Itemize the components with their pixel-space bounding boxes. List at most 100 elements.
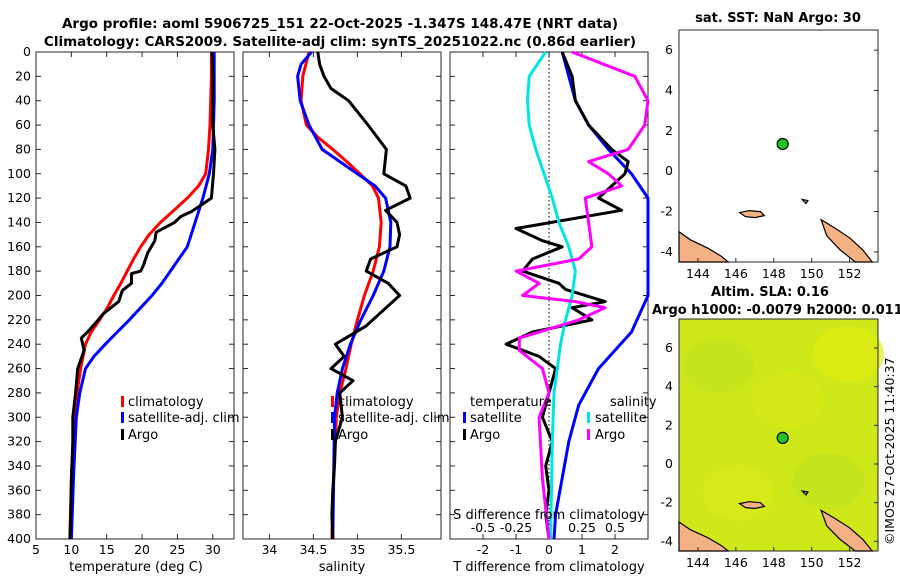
sst-map-panel: 144 146 148 150 152 -4 -2 0 2 4 6 bbox=[661, 29, 879, 281]
y-tick-label: 6 bbox=[665, 340, 673, 355]
x-tick-label: 5 bbox=[32, 542, 40, 557]
x-tick-label: 34 bbox=[261, 542, 277, 557]
x-tick-label: 2 bbox=[611, 542, 619, 557]
series-line-argo bbox=[316, 51, 412, 540]
y-tick-label: -4 bbox=[661, 244, 674, 259]
series-line-temperature-argo bbox=[504, 51, 630, 540]
difference-panel: -2 -1 0 1 2-0.5 -0.25 0 0.25 0.5 bbox=[449, 50, 650, 557]
depth-tick-label: 400 bbox=[7, 531, 31, 546]
argo-position-marker bbox=[776, 431, 789, 444]
salinity-panel: 34 34.5 35 35.5 bbox=[242, 51, 442, 557]
depth-tick-label: 220 bbox=[7, 312, 31, 327]
sst-map-title: sat. SST: NaN Argo: 30 bbox=[695, 11, 861, 26]
legend-swatch bbox=[587, 412, 590, 423]
legend-title: salinity bbox=[610, 395, 657, 410]
depth-tick-label: 260 bbox=[7, 361, 31, 376]
difference-legend: temperature salinity satellite Argo sate… bbox=[470, 395, 657, 443]
x-tick-label: 148 bbox=[762, 555, 786, 570]
depth-tick-label: 360 bbox=[7, 482, 31, 497]
x-tick-label: 15 bbox=[99, 542, 115, 557]
legend-label: satellite-adj. clim bbox=[128, 411, 240, 426]
land-manus bbox=[738, 209, 766, 219]
y-tick-label: 4 bbox=[665, 83, 673, 98]
y-tick-label: -2 bbox=[661, 495, 673, 510]
x-tick-label: 144 bbox=[686, 555, 710, 570]
depth-tick-label: 60 bbox=[15, 117, 31, 132]
depth-tick-label: 380 bbox=[7, 507, 31, 522]
legend-swatch bbox=[121, 396, 124, 407]
difference-top-xlabel: S difference from climatology bbox=[453, 508, 645, 523]
depth-tick-label: 300 bbox=[7, 409, 31, 424]
y-tick-label: 6 bbox=[665, 42, 673, 57]
legend-swatch bbox=[463, 429, 466, 440]
y-tick-label: 0 bbox=[665, 456, 673, 471]
land-new-ireland bbox=[819, 218, 874, 263]
land-islet bbox=[800, 198, 809, 205]
x-tick-label: 25 bbox=[169, 542, 185, 557]
y-tick-label: 2 bbox=[665, 417, 673, 432]
land-manus bbox=[738, 501, 766, 510]
x-tick-label: 35 bbox=[349, 542, 365, 557]
x-tick-label: -1 bbox=[510, 542, 522, 557]
x-tick-label: 146 bbox=[724, 555, 748, 570]
depth-tick-label: 0 bbox=[23, 44, 31, 59]
land-mainland bbox=[678, 520, 731, 552]
land-islet bbox=[800, 490, 809, 496]
depth-tick-label: 140 bbox=[7, 214, 31, 229]
series-line-climatology bbox=[68, 52, 213, 540]
x-tick-label: 150 bbox=[800, 555, 824, 570]
sla-patch bbox=[702, 465, 775, 521]
x-tick-label: -2 bbox=[477, 542, 489, 557]
x-tick-label: 152 bbox=[838, 555, 862, 570]
legend-swatch bbox=[331, 396, 334, 407]
argo-position-marker bbox=[776, 137, 789, 151]
depth-tick-label: 120 bbox=[7, 190, 31, 205]
x-tick-label: 150 bbox=[800, 266, 824, 281]
s-diff-tick-label: 0.5 bbox=[605, 520, 625, 535]
salinity-xlabel: salinity bbox=[319, 560, 366, 575]
x-tick-label: 144 bbox=[686, 266, 710, 281]
x-tick-label: 0 bbox=[545, 542, 553, 557]
plot-area bbox=[242, 51, 442, 540]
y-tick-label: 0 bbox=[665, 163, 673, 178]
legend-title: temperature bbox=[470, 395, 552, 410]
x-tick-label: 146 bbox=[724, 266, 748, 281]
salinity-legend: climatology satellite-adj. clim Argo bbox=[338, 395, 450, 443]
legend-label: climatology bbox=[338, 395, 414, 410]
x-tick-label: 10 bbox=[63, 542, 79, 557]
y-tick-label: -4 bbox=[661, 533, 674, 548]
x-tick-label: 20 bbox=[134, 542, 150, 557]
temperature-legend: climatology satellite-adj. clim Argo bbox=[128, 395, 240, 443]
map-frame bbox=[678, 318, 879, 552]
sla-map-title: Altim. SLA: 0.16 bbox=[711, 285, 829, 300]
legend-label: satellite bbox=[595, 411, 647, 426]
sla-patch bbox=[812, 325, 884, 382]
depth-tick-label: 340 bbox=[7, 458, 31, 473]
depth-tick-label: 20 bbox=[15, 68, 31, 83]
depth-tick-label: 80 bbox=[15, 141, 31, 156]
y-tick-label: -2 bbox=[661, 204, 673, 219]
depth-tick-label: 200 bbox=[7, 288, 31, 303]
s-diff-tick-label: 0.25 bbox=[568, 520, 596, 535]
legend-label: climatology bbox=[128, 395, 204, 410]
sla-patch bbox=[792, 453, 865, 510]
series-line-salinity-argo bbox=[514, 50, 650, 540]
legend-swatch bbox=[121, 412, 124, 423]
x-tick-label: 34.5 bbox=[299, 542, 327, 557]
x-tick-label: 152 bbox=[838, 266, 862, 281]
sla-patch bbox=[752, 372, 825, 429]
y-tick-label: 4 bbox=[665, 379, 673, 394]
temperature-xlabel: temperature (deg C) bbox=[69, 560, 203, 575]
x-tick-label: 35.5 bbox=[387, 542, 415, 557]
legend-label: Argo bbox=[595, 428, 625, 443]
depth-tick-label: 100 bbox=[7, 166, 31, 181]
depth-tick-label: 320 bbox=[7, 434, 31, 449]
y-tick-label: 2 bbox=[665, 123, 673, 138]
legend-label: Argo bbox=[128, 428, 158, 443]
imos-watermark: ©IMOS 27-Oct-2025 11:40:37 bbox=[882, 357, 897, 545]
legend-swatch bbox=[121, 429, 124, 440]
x-tick-label: 148 bbox=[762, 266, 786, 281]
x-tick-label: 1 bbox=[578, 542, 586, 557]
legend-label: satellite bbox=[470, 411, 522, 426]
